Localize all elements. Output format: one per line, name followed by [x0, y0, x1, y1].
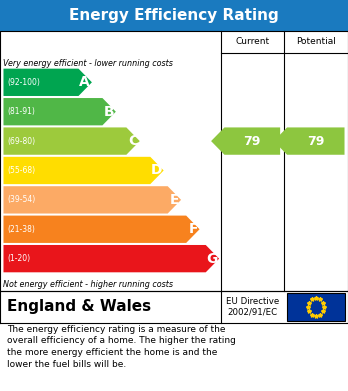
Polygon shape [274, 127, 345, 155]
Text: EU Directive
2002/91/EC: EU Directive 2002/91/EC [226, 297, 279, 317]
Text: B: B [103, 105, 114, 119]
Text: 79: 79 [307, 135, 324, 147]
Text: 79: 79 [244, 135, 261, 147]
Text: (92-100): (92-100) [7, 78, 40, 87]
Text: Energy Efficiency Rating: Energy Efficiency Rating [69, 8, 279, 23]
Text: (39-54): (39-54) [7, 196, 35, 204]
Polygon shape [3, 245, 219, 272]
Polygon shape [3, 127, 140, 155]
Text: A: A [79, 75, 90, 89]
Polygon shape [3, 157, 164, 184]
Bar [0, 31, 348, 291]
Bar [287, 293, 345, 321]
Text: (69-80): (69-80) [7, 136, 35, 145]
Polygon shape [3, 69, 92, 96]
Text: G: G [206, 252, 218, 265]
Text: (21-38): (21-38) [7, 225, 35, 234]
Polygon shape [211, 127, 280, 155]
Text: Current: Current [235, 38, 269, 47]
Text: Very energy efficient - lower running costs: Very energy efficient - lower running co… [3, 59, 173, 68]
Text: The energy efficiency rating is a measure of the
overall efficiency of a home. T: The energy efficiency rating is a measur… [7, 325, 236, 369]
Text: (81-91): (81-91) [7, 107, 35, 116]
Text: D: D [150, 163, 162, 178]
Text: C: C [128, 134, 138, 148]
Text: E: E [170, 193, 179, 207]
Text: (55-68): (55-68) [7, 166, 35, 175]
Text: F: F [188, 222, 198, 236]
Text: Not energy efficient - higher running costs: Not energy efficient - higher running co… [3, 280, 174, 289]
Polygon shape [3, 98, 116, 126]
Text: England & Wales: England & Wales [7, 300, 151, 314]
Polygon shape [3, 215, 199, 243]
Bar [0, 291, 348, 323]
Polygon shape [3, 186, 181, 213]
Text: Potential: Potential [296, 38, 336, 47]
Bar [0, 0, 348, 31]
Text: (1-20): (1-20) [7, 254, 30, 263]
